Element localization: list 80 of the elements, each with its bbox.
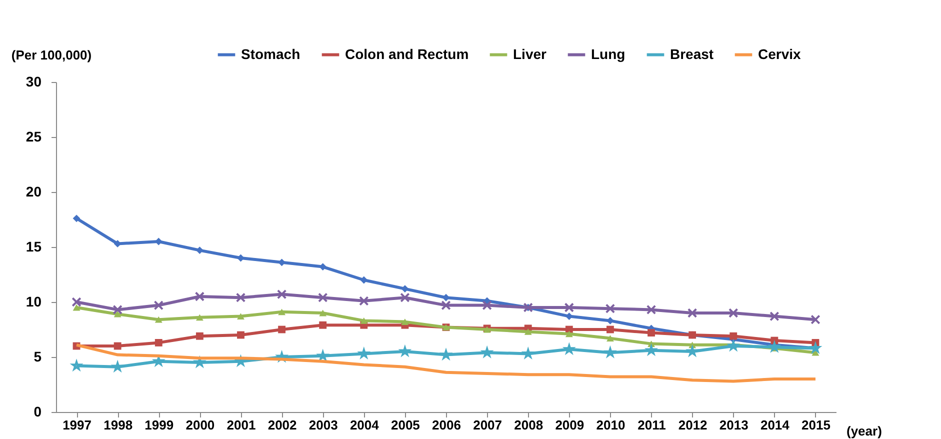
point [154, 338, 162, 346]
y-axis-title: (Per 100,000) [11, 48, 92, 62]
point [770, 311, 780, 322]
point [319, 310, 327, 316]
point [605, 304, 616, 314]
point [730, 332, 738, 340]
x-tick-label: 2009 [555, 418, 584, 432]
x-tick-label: 2005 [390, 418, 420, 432]
x-tick-label: 2004 [350, 418, 380, 432]
point [319, 263, 327, 271]
point [728, 308, 738, 318]
y-tick-label: 5 [34, 348, 42, 364]
x-tick-label: 2008 [514, 418, 544, 432]
point [606, 326, 614, 334]
legend-label: Cervix [758, 46, 802, 62]
y-tick-label: 25 [26, 128, 42, 144]
x-tick-label: 2003 [308, 418, 338, 432]
point [687, 308, 698, 318]
point [646, 304, 656, 315]
point [360, 276, 368, 284]
x-tick-label: 2001 [226, 418, 256, 432]
x-tick-label: 2000 [186, 418, 215, 432]
point [648, 329, 655, 337]
point [606, 316, 614, 324]
point [401, 318, 409, 326]
point [278, 326, 286, 334]
point [196, 332, 204, 340]
x-tick-label: 2011 [638, 418, 666, 432]
point [278, 308, 286, 316]
x-axis-title: (year) [846, 424, 882, 438]
point [72, 214, 80, 222]
legend-label: Stomach [241, 46, 300, 62]
point [196, 314, 204, 321]
x-tick-label: 2006 [432, 418, 461, 432]
legend-label: Liver [513, 46, 548, 62]
point [237, 331, 244, 339]
point [565, 330, 573, 338]
point [524, 328, 532, 335]
x-tick-label: 2013 [719, 418, 748, 432]
point [278, 258, 286, 266]
x-tick-label: 2002 [268, 418, 297, 432]
point [72, 297, 82, 307]
legend-label: Colon and Rectum [345, 46, 469, 62]
point [154, 300, 164, 310]
point [482, 300, 492, 310]
y-tick-label: 0 [34, 404, 42, 420]
y-tick-label: 20 [26, 184, 42, 200]
point [441, 300, 451, 310]
point [114, 342, 122, 350]
point [276, 289, 287, 300]
point [154, 316, 162, 323]
y-tick-label: 15 [26, 238, 42, 254]
y-tick-label: 30 [26, 74, 42, 90]
point [606, 335, 614, 342]
point [360, 317, 368, 324]
point [196, 246, 204, 254]
legend-label: Lung [591, 46, 626, 62]
point [236, 292, 246, 302]
x-tick-label: 2010 [596, 418, 626, 432]
x-tick-label: 1998 [104, 418, 133, 432]
x-tick-label: 2012 [678, 418, 708, 432]
point [564, 302, 574, 312]
point [319, 321, 327, 329]
y-tick-label: 10 [26, 294, 42, 310]
x-tick-label: 1999 [144, 418, 174, 432]
legend-label: Breast [670, 46, 714, 62]
point [112, 304, 122, 315]
point [72, 304, 80, 311]
point [318, 292, 328, 302]
point [194, 292, 205, 302]
point [114, 310, 122, 318]
point [401, 285, 409, 293]
x-tick-label: 2007 [473, 418, 502, 432]
x-tick-label: 1997 [62, 418, 92, 432]
point [810, 314, 820, 324]
point [359, 296, 369, 306]
point [400, 292, 410, 302]
point [237, 313, 244, 320]
x-tick-label: 2015 [802, 418, 830, 432]
x-tick-label: 2014 [760, 418, 790, 432]
